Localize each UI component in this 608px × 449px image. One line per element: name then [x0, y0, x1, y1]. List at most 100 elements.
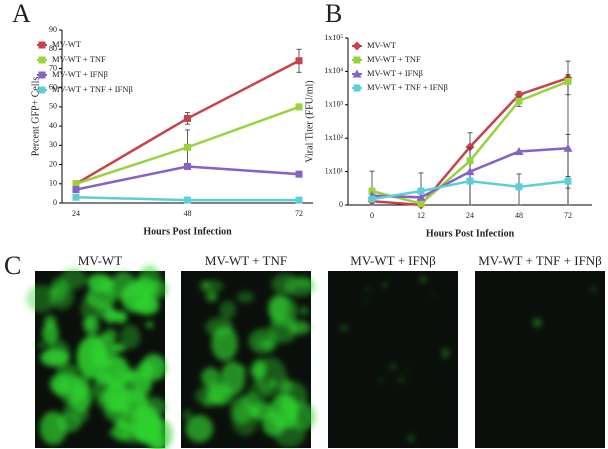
- panel-label: C: [4, 251, 21, 280]
- legend-label: MV-WT + TNF: [367, 54, 421, 64]
- x-tick-label: 48: [515, 211, 523, 220]
- x-tick-label: 12: [417, 211, 425, 220]
- y-tick-label: 70: [49, 63, 57, 72]
- x-tick-label: 24: [72, 209, 80, 218]
- x-tick-label: 0: [370, 211, 374, 220]
- marker: [515, 97, 523, 105]
- cell-cluster: [85, 285, 117, 309]
- cell-cluster: [145, 321, 154, 328]
- cell-cluster: [115, 367, 141, 385]
- legend-label: MV-WT: [367, 40, 397, 50]
- x-tick-label: 48: [184, 209, 192, 218]
- y-tick-label: 1x10⁵: [324, 33, 343, 42]
- micrograph: [328, 271, 458, 448]
- cell-cluster: [56, 363, 79, 382]
- marker: [368, 195, 376, 203]
- marker: [466, 177, 474, 185]
- cell-cluster: [363, 297, 369, 303]
- cell-cluster: [268, 294, 290, 321]
- panel-label: B: [325, 0, 342, 28]
- legend-marker: [352, 41, 362, 51]
- y-tick-label: 80: [49, 44, 57, 53]
- marker: [368, 187, 376, 195]
- marker: [72, 186, 80, 194]
- cell-cluster: [441, 347, 450, 359]
- cell-cluster: [231, 404, 259, 436]
- marker: [514, 146, 524, 155]
- image-title: MV-WT: [78, 253, 122, 268]
- x-axis-title: Hours Post Infection: [143, 226, 232, 237]
- y-tick-label: 90: [49, 25, 57, 34]
- cell-cluster: [390, 363, 397, 370]
- y-tick-label: 1x10¹: [325, 166, 344, 175]
- y-tick-label: 0: [339, 200, 343, 209]
- panel-label: A: [12, 0, 31, 28]
- cell-cluster: [406, 368, 411, 373]
- error-bar: [467, 147, 473, 206]
- legend-label: MV-WT + TNF: [52, 54, 106, 64]
- marker: [184, 143, 191, 151]
- fluorescence: [26, 265, 173, 449]
- cell-cluster: [378, 378, 386, 383]
- marker: [295, 170, 303, 178]
- x-tick-label: 72: [295, 209, 303, 218]
- cell-cluster: [40, 348, 70, 367]
- marker: [465, 167, 475, 176]
- fluorescence: [182, 273, 316, 448]
- cell-cluster: [182, 408, 192, 421]
- legend-label: MV-WT + IFNβ: [367, 68, 423, 78]
- legend-marker: [38, 41, 46, 49]
- cell-cluster: [185, 415, 214, 443]
- cell-cluster: [300, 306, 309, 316]
- marker: [563, 143, 573, 152]
- marker: [564, 77, 572, 85]
- cell-cluster: [250, 363, 266, 381]
- marker: [416, 192, 426, 201]
- marker: [465, 142, 475, 152]
- y-tick-label: 20: [49, 159, 57, 168]
- image-title: MV-WT + TNF + IFNβ: [478, 253, 602, 268]
- cell-cluster: [97, 391, 125, 411]
- cell-cluster: [39, 411, 67, 445]
- cell-cluster: [91, 333, 117, 367]
- cell-cluster: [249, 379, 270, 403]
- cell-cluster: [589, 286, 598, 292]
- cell-cluster: [37, 342, 46, 348]
- marker: [295, 196, 303, 204]
- y-tick-label: 1x10³: [325, 100, 344, 109]
- cell-cluster: [431, 294, 435, 297]
- marker: [466, 157, 474, 165]
- marker: [417, 187, 425, 195]
- cell-cluster: [104, 306, 117, 324]
- legend-marker: [352, 69, 362, 78]
- cell-cluster: [134, 296, 160, 316]
- cell-cluster: [148, 280, 169, 299]
- cell-cluster: [205, 317, 234, 337]
- cell-cluster: [120, 324, 141, 349]
- cell-cluster: [201, 367, 220, 388]
- legend-marker: [353, 56, 361, 64]
- legend-label: MV-WT + TNF + IFNβ: [52, 84, 133, 94]
- y-tick-label: 30: [49, 140, 57, 149]
- y-tick-label: 1x10⁴: [324, 66, 343, 75]
- cell-cluster: [532, 318, 542, 328]
- cell-cluster: [113, 416, 130, 428]
- y-axis-title: Viral Titer (FFU/ml): [304, 80, 315, 162]
- legend-label: MV-WT: [52, 39, 82, 49]
- legend-marker: [353, 84, 361, 92]
- marker: [564, 177, 572, 185]
- cell-cluster: [271, 273, 299, 295]
- image-title: MV-WT + IFNβ: [350, 253, 436, 268]
- marker: [295, 57, 303, 65]
- cell-cluster: [262, 411, 286, 437]
- cell-cluster: [236, 291, 254, 303]
- legend-marker: [38, 71, 46, 79]
- cell-cluster: [108, 429, 117, 437]
- cell-cluster: [267, 379, 278, 389]
- cell-cluster: [26, 284, 57, 313]
- legend-label: MV-WT + IFNβ: [52, 69, 108, 79]
- marker: [184, 196, 191, 204]
- y-axis-title: Percent GFP+ Cells: [30, 77, 41, 157]
- legend-label: MV-WT + TNF + IFNβ: [367, 82, 448, 92]
- x-axis-title: Hours Post Infection: [426, 228, 515, 239]
